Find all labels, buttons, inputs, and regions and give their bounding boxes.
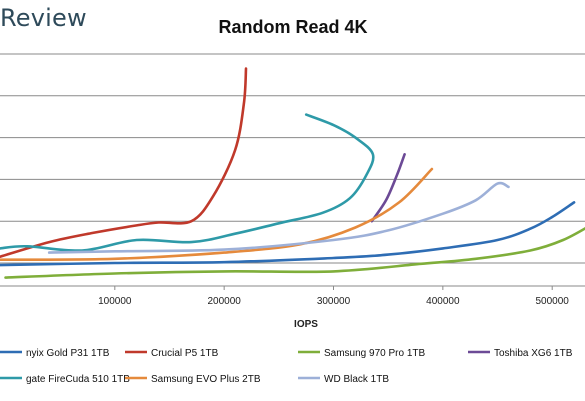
- x-axis-label: IOPS: [294, 319, 318, 330]
- legend-label-6: WD Black 1TB: [324, 374, 389, 385]
- x-axis-ticks: 100000 200000 300000 400000 500000: [98, 286, 569, 307]
- x-tick-label-4: 500000: [536, 296, 570, 307]
- series-line-0: [0, 201, 576, 267]
- x-tick-label-3: 400000: [426, 296, 460, 307]
- series-line-1: [0, 67, 248, 258]
- legend-label-0: nyix Gold P31 1TB: [26, 348, 110, 359]
- series-line-6: [47, 181, 510, 254]
- legend-label-5: Samsung EVO Plus 2TB: [151, 374, 261, 385]
- plot-series: [0, 67, 585, 279]
- legend: nyix Gold P31 1TB Crucial P5 1TB Samsung 9…: [0, 348, 573, 385]
- x-tick-label-2: 300000: [317, 296, 351, 307]
- series-line-2: [4, 227, 585, 279]
- x-tick-label-0: 100000: [98, 296, 132, 307]
- series-line-4: [0, 113, 375, 252]
- legend-label-2: Samsung 970 Pro 1TB: [324, 348, 425, 359]
- series-line-3: [370, 153, 406, 223]
- x-tick-label-1: 200000: [207, 296, 241, 307]
- chart-title: Random Read 4K: [218, 17, 367, 37]
- legend-label-4: gate FireCuda 510 1TB: [26, 374, 130, 385]
- legend-label-1: Crucial P5 1TB: [151, 348, 219, 359]
- legend-label-3: Toshiba XG6 1TB: [494, 348, 573, 359]
- series-line-5: [0, 167, 434, 261]
- brand-logo-text: Review: [0, 4, 87, 32]
